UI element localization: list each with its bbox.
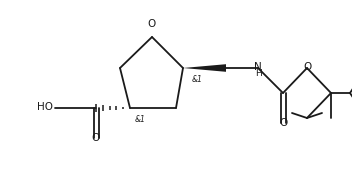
Text: N: N: [254, 62, 262, 72]
Text: H: H: [254, 69, 262, 79]
Text: &1: &1: [192, 75, 203, 84]
Text: O: O: [279, 118, 287, 128]
Polygon shape: [183, 64, 226, 72]
Text: HO: HO: [37, 102, 53, 112]
Text: O: O: [92, 133, 100, 143]
Text: O: O: [148, 19, 156, 29]
Text: O: O: [303, 62, 311, 72]
Text: &1: &1: [135, 115, 146, 124]
